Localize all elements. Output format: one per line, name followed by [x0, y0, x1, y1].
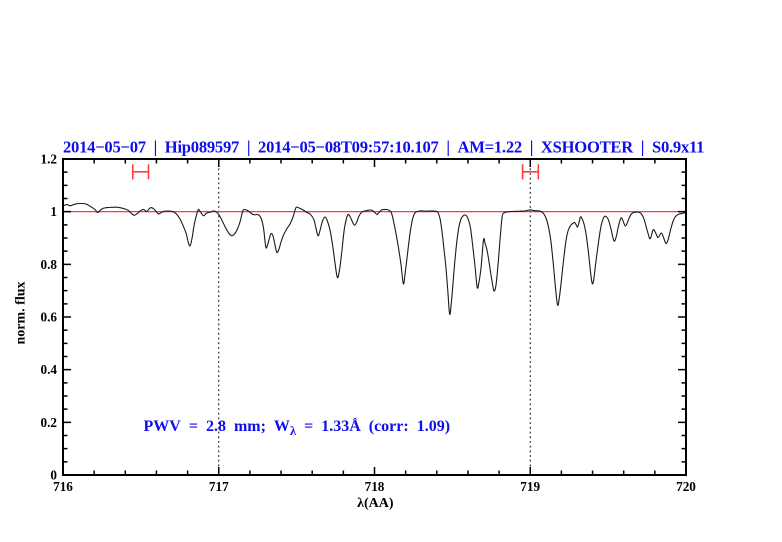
svg-text:PWV = 2.8 mm; Wλ = 1.33Å: PWV = 2.8 mm; Wλ = 1.33Å (corr: 1.09) [144, 417, 451, 438]
svg-text:λ(AA): λ(AA) [357, 496, 394, 511]
svg-text:0.4: 0.4 [41, 362, 58, 377]
svg-text:720: 720 [676, 479, 696, 494]
svg-text:0.8: 0.8 [41, 257, 58, 272]
svg-text:0.6: 0.6 [41, 310, 58, 325]
svg-text:1.2: 1.2 [41, 152, 58, 167]
svg-text:719: 719 [520, 479, 540, 494]
svg-text:2014−05−07 | Hip089597 | 2: 2014−05−07 | Hip089597 | 2014−05−08T09:5… [63, 138, 704, 157]
svg-text:0.2: 0.2 [41, 415, 58, 430]
svg-text:norm. flux: norm. flux [14, 282, 29, 345]
svg-text:0: 0 [50, 468, 57, 483]
svg-text:1: 1 [50, 204, 57, 219]
svg-text:718: 718 [365, 479, 385, 494]
svg-text:716: 716 [53, 479, 73, 494]
svg-text:717: 717 [209, 479, 229, 494]
